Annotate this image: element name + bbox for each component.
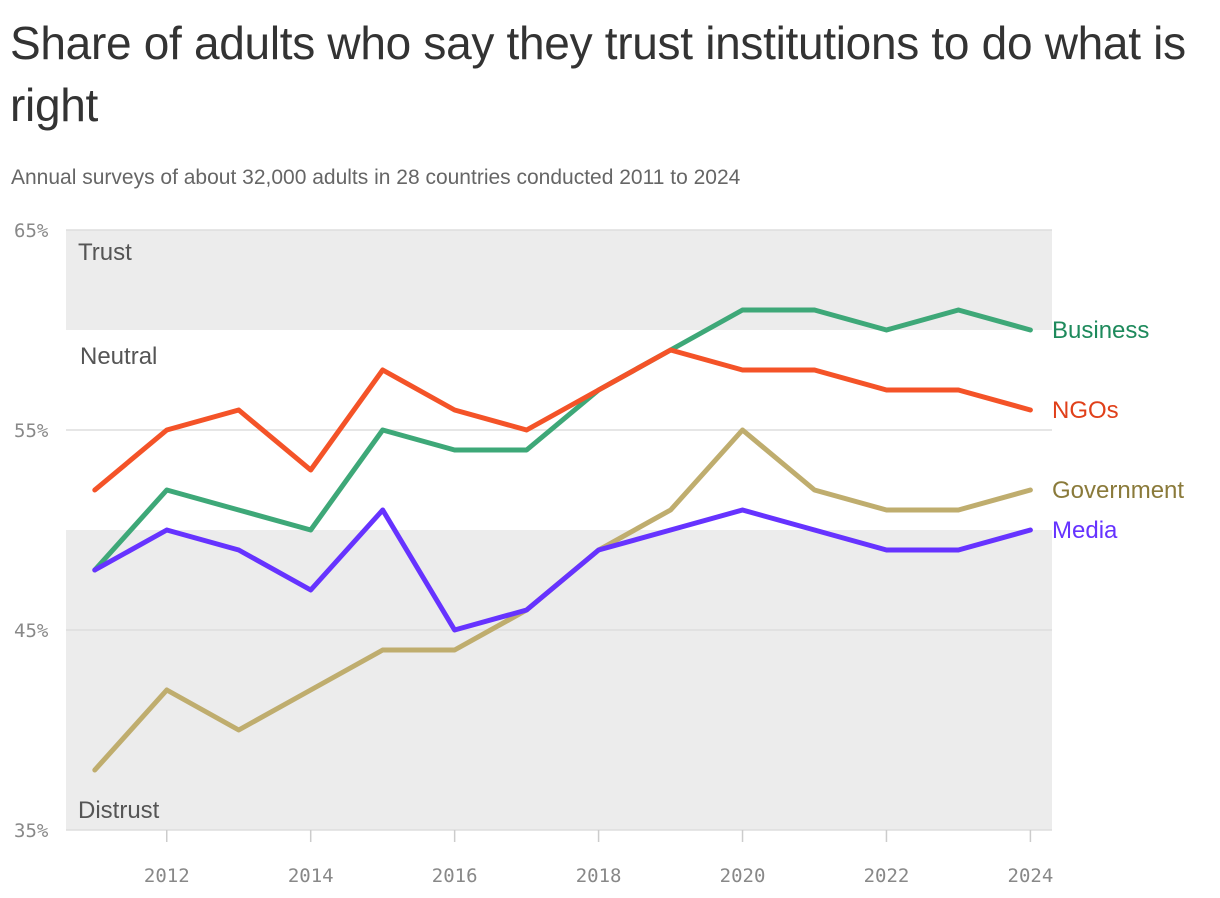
data-point-ngos-2016 — [452, 407, 457, 413]
data-point-media-2021 — [812, 527, 817, 533]
y-tick-label-45: 45% — [14, 620, 49, 642]
x-axis: 2012 2014 2016 2018 2020 2022 2024 — [144, 830, 1053, 887]
data-point-government-2020 — [740, 427, 745, 433]
data-point-business-2022 — [884, 327, 889, 333]
data-point-government-2013 — [236, 727, 241, 733]
y-tick-label-55: 55% — [14, 420, 49, 442]
data-point-government-2022 — [884, 507, 889, 513]
gridlines — [66, 229, 1052, 831]
data-point-ngos-2011 — [92, 487, 97, 493]
data-point-ngos-2018 — [596, 387, 601, 393]
y-axis: 35% 45% 55% 65% — [14, 220, 49, 842]
data-point-government-2021 — [812, 487, 817, 493]
x-tick-label-2012: 2012 — [144, 865, 190, 887]
data-point-media-2016 — [452, 627, 457, 633]
series-label-government: Government — [1052, 477, 1184, 504]
data-point-ngos-2015 — [380, 367, 385, 373]
x-tick-label-2018: 2018 — [576, 865, 622, 887]
data-point-government-2012 — [164, 687, 169, 693]
band-label-trust: Trust — [78, 239, 132, 266]
data-point-media-2017 — [524, 607, 529, 613]
data-point-ngos-2023 — [956, 387, 961, 393]
data-point-government-2024 — [1028, 487, 1033, 493]
data-point-business-2021 — [812, 307, 817, 313]
data-point-media-2020 — [740, 507, 745, 513]
series-ngos — [92, 347, 1033, 493]
data-point-government-2023 — [956, 507, 961, 513]
data-point-ngos-2019 — [668, 347, 673, 353]
series-line-business — [92, 307, 1033, 573]
data-point-media-2022 — [884, 547, 889, 553]
data-point-media-2024 — [1028, 527, 1033, 533]
data-point-ngos-2024 — [1028, 407, 1033, 413]
chart-subtitle: Annual surveys of about 32,000 adults in… — [11, 166, 741, 189]
series-lines — [92, 307, 1033, 773]
data-point-government-2011 — [92, 767, 97, 773]
series-label-business: Business — [1052, 317, 1149, 344]
data-point-business-2014 — [308, 527, 313, 533]
chart-title: Share of adults who say they trust insti… — [10, 17, 1186, 131]
data-point-media-2013 — [236, 547, 241, 553]
y-tick-label-65: 65% — [14, 220, 49, 242]
y-tick-label-35: 35% — [14, 820, 49, 842]
data-point-government-2019 — [668, 507, 673, 513]
data-point-media-2011 — [92, 567, 97, 573]
data-point-media-2015 — [380, 507, 385, 513]
band-label-neutral: Neutral — [80, 343, 157, 370]
data-point-business-2016 — [452, 447, 457, 453]
x-tick-label-2016: 2016 — [432, 865, 478, 887]
series-label-ngos: NGOs — [1052, 397, 1119, 424]
data-point-ngos-2020 — [740, 367, 745, 373]
data-point-ngos-2014 — [308, 467, 313, 473]
data-point-government-2016 — [452, 647, 457, 653]
x-tick-label-2014: 2014 — [288, 865, 334, 887]
data-point-media-2019 — [668, 527, 673, 533]
data-point-business-2013 — [236, 507, 241, 513]
series-label-media: Media — [1052, 517, 1118, 544]
data-point-business-2023 — [956, 307, 961, 313]
series-line-ngos — [92, 347, 1033, 493]
data-point-business-2017 — [524, 447, 529, 453]
data-point-business-2012 — [164, 487, 169, 493]
series-labels: Trust Neutral Distrust Government Business NG… — [78, 239, 1184, 824]
data-point-business-2020 — [740, 307, 745, 313]
band-label-distrust: Distrust — [78, 797, 160, 824]
data-point-media-2012 — [164, 527, 169, 533]
data-point-business-2024 — [1028, 327, 1033, 333]
x-tick-label-2020: 2020 — [720, 865, 766, 887]
data-point-government-2014 — [308, 687, 313, 693]
data-point-media-2018 — [596, 547, 601, 553]
x-tick-label-2024: 2024 — [1008, 865, 1054, 887]
data-point-business-2015 — [380, 427, 385, 433]
series-media — [92, 507, 1033, 633]
data-point-ngos-2012 — [164, 427, 169, 433]
data-point-ngos-2021 — [812, 367, 817, 373]
background-bands — [66, 230, 1052, 830]
data-point-media-2014 — [308, 587, 313, 593]
x-tick-label-2022: 2022 — [864, 865, 910, 887]
band-trust — [66, 230, 1052, 330]
data-point-government-2015 — [380, 647, 385, 653]
data-point-ngos-2017 — [524, 427, 529, 433]
data-point-ngos-2022 — [884, 387, 889, 393]
series-line-media — [92, 507, 1033, 633]
data-point-media-2023 — [956, 547, 961, 553]
band-distrust — [66, 530, 1052, 830]
data-point-ngos-2013 — [236, 407, 241, 413]
